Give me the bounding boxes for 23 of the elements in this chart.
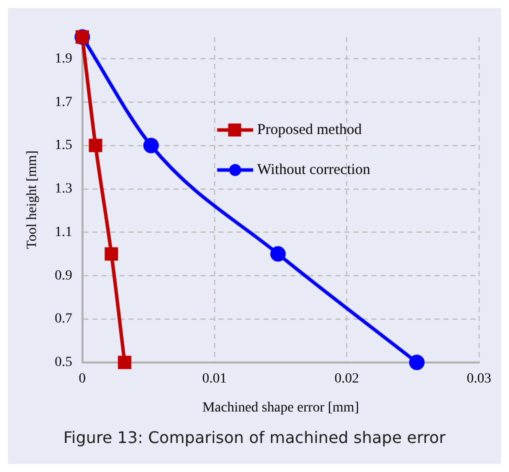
text: Figure 13: Comparison of machined shape error	[62, 428, 447, 447]
x-tick-label: 0	[78, 371, 86, 386]
y-tick-label: 1.3	[54, 182, 72, 197]
y-tick-label: 0.9	[54, 268, 72, 284]
legend-label: Proposed method	[257, 122, 362, 138]
x-axis-title: Machined shape error [mm]	[202, 400, 359, 416]
y-tick-label: 1.5	[54, 138, 72, 154]
y-tick-label: 1.1	[54, 224, 72, 240]
y-tick-label: 1.7	[54, 94, 72, 110]
point	[88, 138, 102, 152]
x-tick-label: 0.03	[466, 371, 492, 386]
point	[409, 354, 425, 370]
x-tick-label: 0.02	[334, 371, 360, 386]
point	[270, 246, 286, 262]
x-tick-label: 0.01	[202, 371, 227, 386]
point	[143, 138, 159, 154]
point	[104, 247, 118, 261]
legend-label: Without correction	[257, 162, 371, 178]
y-axis-title: Tool height [mm]	[25, 150, 40, 249]
y-tick-label: 0.7	[54, 312, 72, 327]
y-tick-label: 0.5	[54, 355, 72, 370]
point	[118, 356, 132, 370]
y-tick-label: 1.9	[54, 51, 72, 66]
